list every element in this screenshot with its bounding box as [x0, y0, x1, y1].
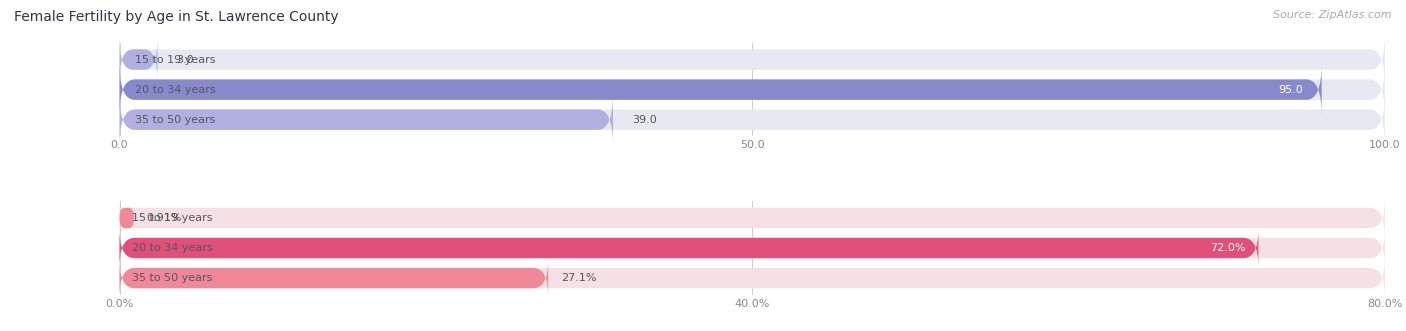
- Text: 35 to 50 years: 35 to 50 years: [135, 115, 215, 125]
- FancyBboxPatch shape: [120, 229, 1258, 267]
- FancyBboxPatch shape: [120, 64, 1385, 116]
- Text: Female Fertility by Age in St. Lawrence County: Female Fertility by Age in St. Lawrence …: [14, 10, 339, 24]
- FancyBboxPatch shape: [120, 38, 157, 81]
- Text: 20 to 34 years: 20 to 34 years: [132, 243, 212, 253]
- FancyBboxPatch shape: [120, 229, 1385, 267]
- Text: 95.0: 95.0: [1278, 85, 1303, 95]
- FancyBboxPatch shape: [120, 34, 1385, 85]
- FancyBboxPatch shape: [120, 64, 1322, 116]
- Text: 39.0: 39.0: [633, 115, 657, 125]
- FancyBboxPatch shape: [120, 94, 1385, 146]
- FancyBboxPatch shape: [120, 260, 548, 297]
- Text: 3.0: 3.0: [177, 55, 194, 65]
- Text: 15 to 19 years: 15 to 19 years: [135, 55, 215, 65]
- Text: 72.0%: 72.0%: [1211, 243, 1246, 253]
- FancyBboxPatch shape: [120, 199, 1385, 237]
- Text: 35 to 50 years: 35 to 50 years: [132, 273, 212, 283]
- Text: 27.1%: 27.1%: [561, 273, 596, 283]
- FancyBboxPatch shape: [120, 208, 134, 228]
- Text: 0.91%: 0.91%: [146, 213, 181, 223]
- Text: Source: ZipAtlas.com: Source: ZipAtlas.com: [1274, 10, 1392, 20]
- FancyBboxPatch shape: [120, 260, 1385, 297]
- Text: 20 to 34 years: 20 to 34 years: [135, 85, 215, 95]
- FancyBboxPatch shape: [120, 94, 613, 146]
- Text: 15 to 19 years: 15 to 19 years: [132, 213, 212, 223]
